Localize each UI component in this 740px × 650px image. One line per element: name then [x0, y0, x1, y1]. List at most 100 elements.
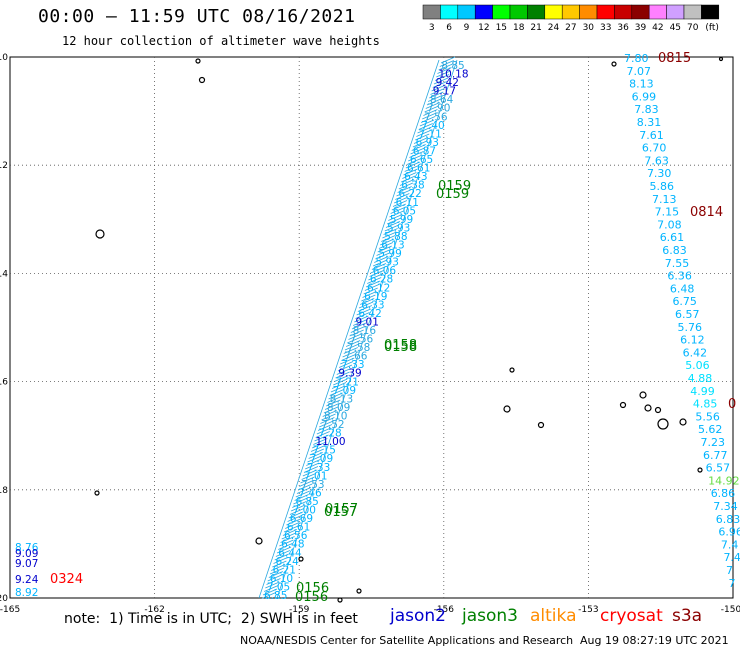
- wave-height-value: 7.4: [721, 538, 739, 551]
- pass-time-label: 0157: [325, 502, 358, 517]
- island-outline: [95, 229, 105, 239]
- track-hatch: [423, 109, 438, 116]
- wave-height-value: 7.90: [427, 103, 450, 115]
- track-hatch: [439, 60, 455, 67]
- wave-height-value: 7.83: [634, 103, 659, 116]
- wave-height-value: 6.75: [672, 295, 697, 308]
- legend-cryosat: cryosat: [600, 606, 663, 626]
- track-hatch: [393, 196, 409, 204]
- track-hatch: [399, 179, 415, 186]
- wave-height-value: 4.99: [690, 385, 715, 398]
- latitude-label: -18: [0, 486, 8, 496]
- track-hatch: [317, 424, 333, 431]
- track-hatch: [302, 469, 317, 477]
- wave-height-value: 5.86: [650, 180, 675, 193]
- pass-time-label: 0156: [296, 581, 329, 596]
- wave-height-value: 7.53: [301, 479, 324, 491]
- island-outline: [537, 421, 545, 429]
- track-hatch: [391, 203, 406, 211]
- wave-height-value: 6.61: [407, 163, 430, 175]
- track-hatch: [364, 284, 380, 291]
- island-outline: [356, 588, 362, 594]
- track-hatch: [405, 161, 421, 169]
- wave-height-value: 8.76: [15, 542, 39, 554]
- track-hatch: [389, 210, 404, 218]
- track-hatch: [333, 378, 348, 386]
- wave-height-value: 7.15: [655, 206, 680, 219]
- color-swatch: [457, 4, 476, 20]
- track-hatch: [290, 504, 306, 512]
- track-hatch: [348, 333, 363, 340]
- island-outline: [337, 597, 343, 603]
- track-hatch: [341, 354, 356, 361]
- track-hatch: [338, 361, 354, 368]
- track-hatch: [360, 298, 375, 305]
- track-hatch: [372, 259, 388, 267]
- wave-height-value: 4.85: [693, 398, 718, 411]
- track-hatch: [352, 319, 368, 326]
- wave-height-value: 7.13: [652, 193, 677, 206]
- track-hatch: [309, 448, 325, 456]
- footer-note: note: 1) Time is in UTC; 2) SWH is in fe…: [64, 611, 358, 627]
- island-outline: [657, 418, 669, 430]
- wave-height-value: 8.92: [15, 587, 38, 599]
- track-hatch: [310, 445, 326, 452]
- color-swatch: [701, 4, 720, 20]
- track-hatch: [340, 357, 355, 365]
- wave-height-value: 7.00: [293, 505, 316, 517]
- wave-height-value: 11.00: [315, 436, 345, 448]
- track-hatch: [282, 529, 298, 536]
- track-hatch: [349, 329, 364, 337]
- track-hatch: [336, 368, 351, 375]
- track-hatch: [408, 154, 423, 162]
- track-hatch: [355, 312, 370, 319]
- track-hatch: [328, 392, 343, 400]
- track-hatch: [431, 84, 446, 92]
- wave-height-value: 6.83: [662, 244, 687, 257]
- wave-height-value: 8.13: [629, 78, 654, 91]
- wave-height-value: 7.01: [304, 470, 327, 482]
- track-hatch: [350, 326, 366, 333]
- color-swatch: [561, 4, 580, 20]
- wave-height-value: 6.22: [398, 188, 421, 200]
- latitude-label: -20: [0, 594, 8, 604]
- track-hatch: [379, 238, 395, 246]
- wave-height-value: 8.85: [441, 60, 464, 72]
- track-hatch: [420, 116, 436, 123]
- pass-time-label: 0: [728, 397, 736, 412]
- wave-height-value: 6.93: [416, 137, 439, 149]
- map-border: [9, 56, 734, 599]
- track-hatch: [417, 126, 432, 134]
- wave-height-value: 7.46: [298, 487, 322, 499]
- wave-height-value: 5.99: [378, 248, 401, 260]
- track-hatch: [321, 413, 336, 421]
- track-hatch: [377, 245, 392, 253]
- color-swatch: [631, 4, 650, 20]
- color-scale-bar: 3 6 9 12 15 18 21 24 27 30 33 36 39 42 45 70 (ft): [422, 4, 720, 33]
- track-hatch: [335, 371, 350, 379]
- track-hatch: [368, 273, 383, 281]
- wave-height-value: 6.05: [393, 205, 416, 217]
- wave-height-value: 6.70: [642, 142, 667, 155]
- wave-height-value: 6.42: [358, 308, 381, 320]
- wave-height-value: 7.52: [321, 419, 344, 431]
- wave-height-value: 6.56: [284, 530, 308, 542]
- color-scale-label: 42: [652, 23, 663, 33]
- track-hatch: [271, 564, 286, 571]
- altimeter-tracks: [258, 56, 458, 599]
- wave-height-value: 6.43: [404, 171, 427, 183]
- wave-height-value: 6.33: [361, 299, 384, 311]
- wave-height-value: 5.62: [698, 423, 723, 436]
- color-swatch: [440, 4, 459, 20]
- track-hatch: [406, 158, 422, 165]
- lat-lon-grid: [10, 57, 733, 598]
- wave-height-value: 5.06: [685, 359, 710, 372]
- color-swatch: [579, 4, 598, 20]
- wave-height-value: 7.80: [624, 52, 649, 65]
- color-swatch: [492, 4, 511, 20]
- track-hatch: [418, 123, 433, 130]
- track-hatch: [281, 532, 296, 540]
- track-hatch: [416, 130, 431, 137]
- wave-height-value: 14.92: [708, 474, 740, 487]
- wave-height-value: 9.17: [433, 86, 456, 98]
